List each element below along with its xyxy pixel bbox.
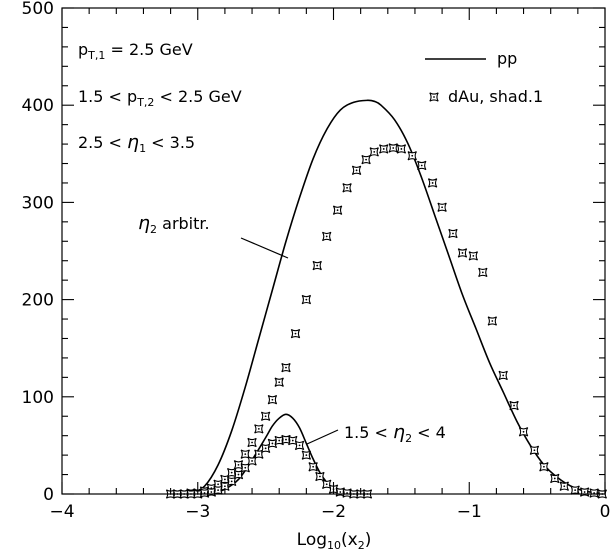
data-point-s2-29-center xyxy=(400,148,403,150)
data-point-s3-21-center xyxy=(319,475,321,478)
data-point-s2-12-center xyxy=(251,441,253,444)
y-tick-label: 100 xyxy=(22,388,54,408)
data-point-s2-16-center xyxy=(278,381,281,384)
data-point-s2-22-center xyxy=(336,209,339,212)
data-point-s2-36-center xyxy=(472,254,475,257)
x-axis-title: Log10(x2) xyxy=(297,530,372,552)
plot-frame xyxy=(61,7,606,495)
data-point-s3-11-center xyxy=(251,460,253,462)
data-point-s2-37-center xyxy=(481,271,484,274)
data-point-s2-35-center xyxy=(461,252,464,254)
legend: pp dAu, shad.1 xyxy=(425,49,543,106)
x-tick-label: −2 xyxy=(321,502,346,522)
data-point-s2-11-center xyxy=(244,453,247,456)
data-point-s2-42-center xyxy=(533,449,536,452)
data-point-s3-5-center xyxy=(210,491,213,493)
x-tick-label: −1 xyxy=(457,502,482,522)
data-point-s2-15-center xyxy=(271,398,274,401)
y-tick-label: 500 xyxy=(22,0,54,19)
data-point-s3-22-center xyxy=(325,483,328,486)
data-point-s3-6-center xyxy=(217,489,220,492)
data-point-s2-46-center xyxy=(574,489,577,492)
data-point-s2-41-center xyxy=(522,430,525,433)
data-point-s2-24-center xyxy=(355,169,358,172)
data-point-s2-32-center xyxy=(431,182,434,184)
data-point-s3-24-center xyxy=(339,491,342,493)
annotation-pt1: pT,1 = 2.5 GeV xyxy=(78,40,193,62)
data-point-s3-10-center xyxy=(244,466,247,469)
data-point-s2-27-center xyxy=(382,148,385,150)
data-point-s3-8-center xyxy=(230,480,233,483)
annotation-pointer-range xyxy=(306,429,339,445)
data-point-s2-31-center xyxy=(420,164,423,167)
data-point-s3-7-center xyxy=(224,485,226,488)
y-tick-label: 200 xyxy=(22,291,54,311)
y-tick-label: 0 xyxy=(43,485,54,505)
ticks-layer xyxy=(61,7,606,495)
data-point-s2-40-center xyxy=(513,404,515,407)
data-point-s3-12-center xyxy=(257,453,260,456)
data-point-s2-14-center xyxy=(264,415,267,418)
data-point-s2-17-center xyxy=(285,366,287,369)
annotation-eta2-range: 1.5 < η2 < 4 xyxy=(344,421,446,445)
data-point-s2-45-center xyxy=(563,485,566,488)
series-line-0 xyxy=(190,99,606,495)
data-point-s3-9-center xyxy=(237,473,240,476)
data-point-s3-15-center xyxy=(278,439,281,442)
data-point-s2-34-center xyxy=(452,232,454,235)
markers-layer xyxy=(165,143,607,499)
data-point-s2-13-center xyxy=(257,427,260,430)
y-tick-label: 400 xyxy=(22,96,54,116)
annotation-eta1: 2.5 < η1 < 3.5 xyxy=(78,131,195,155)
data-point-s2-19-center xyxy=(305,298,308,301)
data-point-s2-43-center xyxy=(543,465,545,468)
x-tick-label: 0 xyxy=(600,502,611,522)
data-point-s3-20-center xyxy=(312,465,315,468)
legend-marker-dau xyxy=(429,92,439,102)
data-point-s2-33-center xyxy=(441,206,443,209)
data-point-s2-23-center xyxy=(346,186,348,189)
data-point-s2-18-center xyxy=(294,332,297,335)
data-point-s3-16-center xyxy=(285,438,287,441)
data-point-s2-8-center xyxy=(224,478,226,481)
data-point-s2-20-center xyxy=(316,264,319,267)
data-point-s3-19-center xyxy=(305,454,308,457)
legend-label-dau: dAu, shad.1 xyxy=(448,87,543,106)
annotation-pt2: 1.5 < pT,2 < 2.5 GeV xyxy=(78,87,242,109)
y-tick-label: 300 xyxy=(22,193,54,213)
data-point-s2-38-center xyxy=(491,320,494,322)
data-point-s2-7-center xyxy=(217,483,220,486)
x-tick-label: −4 xyxy=(49,502,74,522)
data-point-s3-18-center xyxy=(298,444,301,447)
data-point-s2-21-center xyxy=(325,235,328,238)
data-point-s2-10-center xyxy=(237,463,240,466)
legend-label-pp: pp xyxy=(497,49,517,68)
data-point-s3-17-center xyxy=(291,439,294,442)
data-point-s2-30-center xyxy=(411,154,414,157)
data-point-s3-13-center xyxy=(264,447,267,450)
data-point-s3-14-center xyxy=(271,442,274,445)
legend-marker-symbol-center xyxy=(433,96,435,98)
annotation-pointer-arbitrary xyxy=(240,237,289,259)
data-point-s2-39-center xyxy=(502,374,505,377)
data-point-s2-26-center xyxy=(373,150,376,153)
annotation-eta2-arbitrary: η2 arbitr. xyxy=(138,212,210,236)
data-point-s2-25-center xyxy=(365,158,367,161)
x-tick-label: −3 xyxy=(185,502,210,522)
data-point-s2-44-center xyxy=(553,477,556,480)
data-point-s2-47-center xyxy=(583,491,586,493)
data-point-s2-28-center xyxy=(392,147,395,149)
data-point-s2-9-center xyxy=(230,471,233,474)
tick-labels-layer: −4 −3 −2 −1 0 0 100 200 300 400 500 xyxy=(22,0,611,522)
